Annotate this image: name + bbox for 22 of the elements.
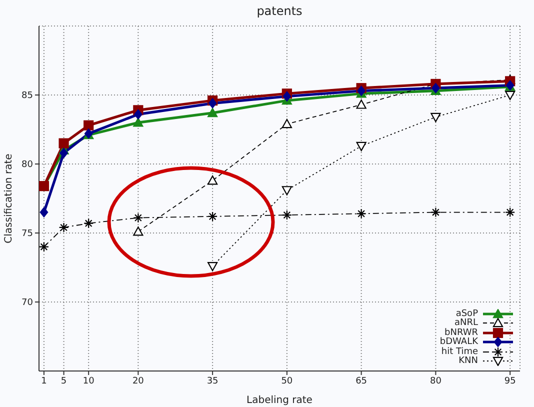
x-axis-title: Labeling rate bbox=[246, 395, 312, 406]
legend-label: bNRWR bbox=[444, 328, 478, 338]
x-tick-label: 50 bbox=[281, 376, 293, 386]
y-axis-title: Classification rate bbox=[4, 154, 15, 244]
x-tick-label: 10 bbox=[82, 376, 95, 386]
legend-label: aNRL bbox=[454, 318, 478, 328]
legend-label: aSoP bbox=[456, 308, 478, 319]
x-tick-label: 80 bbox=[430, 376, 442, 386]
legend-label: KNN bbox=[458, 356, 478, 366]
x-tick-label: 35 bbox=[206, 376, 218, 386]
x-tick-label: 1 bbox=[41, 376, 47, 386]
x-tick-label: 20 bbox=[132, 376, 144, 386]
x-tick-label: 5 bbox=[60, 376, 67, 386]
legend-label: bDWALK bbox=[440, 337, 478, 348]
chart-title: patents bbox=[256, 4, 304, 18]
y-tick-label: 85 bbox=[22, 91, 33, 102]
y-tick-label: 80 bbox=[22, 160, 34, 170]
x-tick-label: 95 bbox=[504, 376, 516, 386]
x-tick-label: 65 bbox=[356, 376, 368, 386]
legend-label: hit Time bbox=[441, 346, 478, 357]
y-tick-label: 70 bbox=[22, 298, 34, 308]
y-tick-label: 75 bbox=[22, 229, 33, 240]
